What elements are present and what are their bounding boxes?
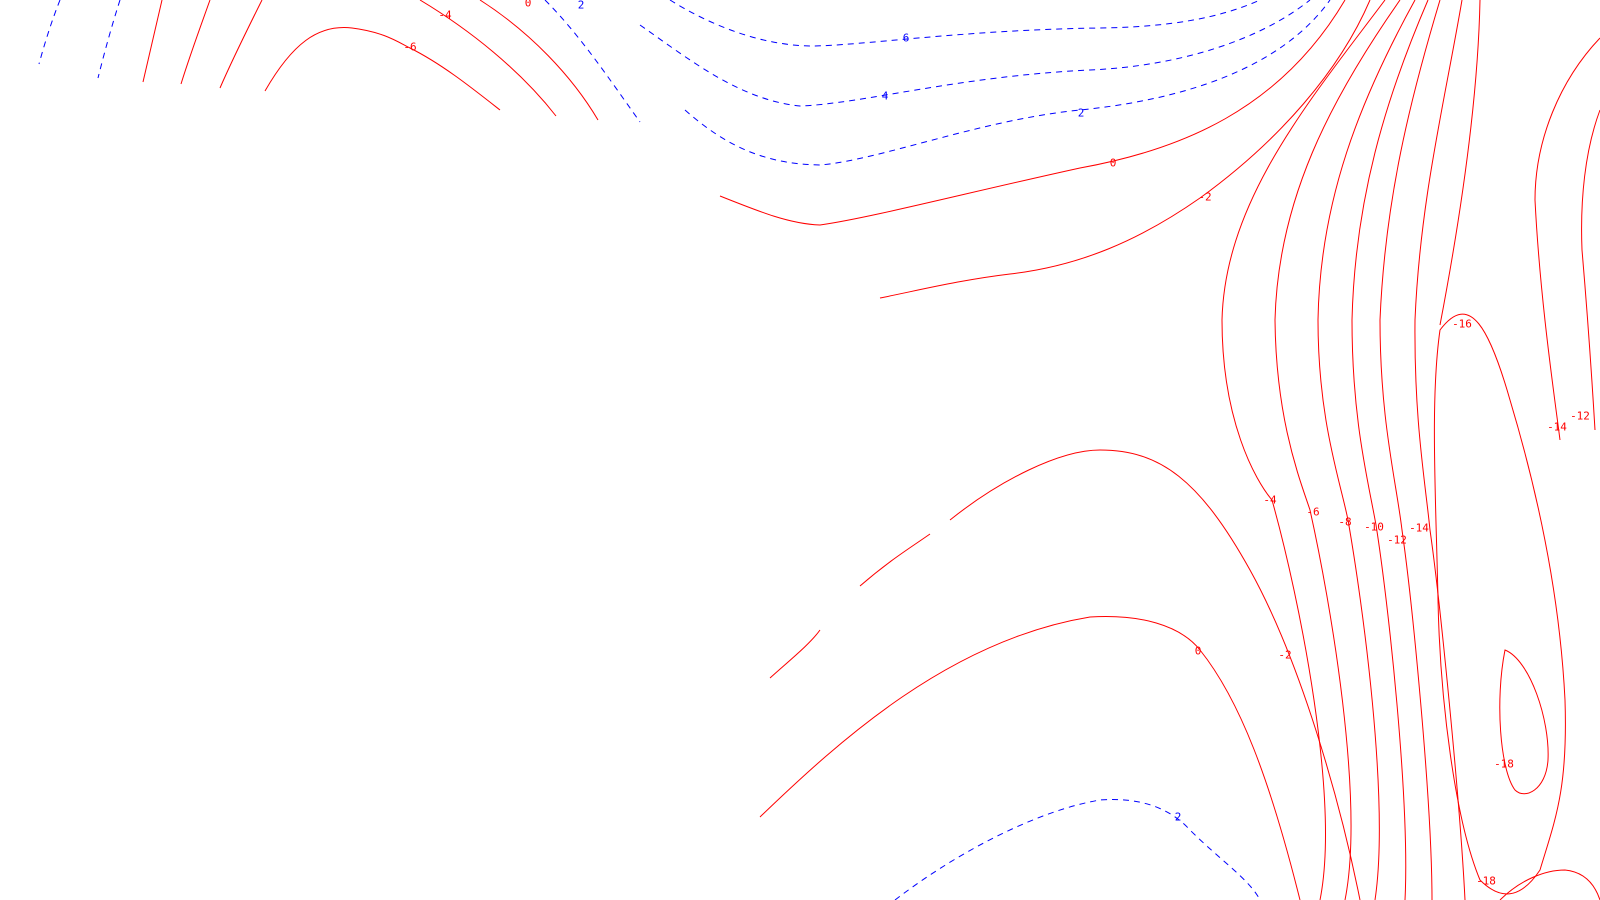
contour-line bbox=[97, 0, 121, 79]
contour-labels: -4 -6 0 2 6 4 2 0 -2 -16 -14 -12 -4 -6 -… bbox=[403, 0, 1590, 888]
contour-line bbox=[639, 0, 1311, 107]
contour-label: 0 bbox=[1195, 645, 1202, 658]
contour-line bbox=[879, 0, 1371, 299]
contour-line bbox=[1439, 0, 1481, 326]
contour-label: -14 bbox=[1547, 421, 1567, 434]
contour-line bbox=[684, 0, 1331, 166]
contour-line bbox=[1351, 0, 1429, 900]
contour-line bbox=[949, 449, 1361, 900]
contour-line bbox=[142, 0, 163, 83]
contour-label: -18 bbox=[1494, 758, 1514, 771]
contour-line bbox=[264, 27, 501, 111]
contour-label: -12 bbox=[1387, 534, 1407, 547]
contour-label: 0 bbox=[525, 0, 532, 10]
contour-line bbox=[544, 0, 641, 123]
contour-line bbox=[38, 0, 61, 65]
contour-line bbox=[759, 616, 1301, 900]
contour-label: -12 bbox=[1570, 410, 1590, 423]
contour-label: -18 bbox=[1476, 875, 1496, 888]
contour-label: 0 bbox=[1110, 157, 1117, 170]
contour-line bbox=[669, 0, 1261, 47]
contour-label: -14 bbox=[1409, 522, 1429, 535]
contour-label: -2 bbox=[1198, 191, 1211, 204]
contour-line bbox=[1379, 0, 1441, 900]
contour-line bbox=[219, 0, 263, 89]
contour-label: -6 bbox=[1306, 506, 1319, 519]
contour-label: 6 bbox=[903, 32, 910, 45]
contour-label: -2 bbox=[1278, 649, 1291, 662]
contour-label: -4 bbox=[1263, 494, 1277, 507]
contour-label: -4 bbox=[438, 9, 452, 22]
contour-label: 2 bbox=[1078, 107, 1085, 120]
contour-label: 4 bbox=[882, 90, 889, 103]
contour-line bbox=[479, 0, 599, 121]
contour-label: -8 bbox=[1338, 516, 1351, 529]
contour-line bbox=[1534, 37, 1600, 441]
contour-line bbox=[1317, 0, 1416, 900]
contour-line bbox=[859, 533, 931, 587]
contour-line bbox=[419, 0, 557, 117]
contour-line bbox=[1414, 0, 1466, 900]
contour-label: -10 bbox=[1364, 521, 1384, 534]
contour-label: 2 bbox=[578, 0, 585, 12]
contour-line bbox=[1499, 649, 1549, 795]
contour-label: -6 bbox=[403, 41, 416, 54]
contour-line bbox=[1499, 869, 1600, 900]
contour-line bbox=[1274, 0, 1401, 900]
contour-line bbox=[1221, 0, 1386, 900]
contour-line bbox=[894, 799, 1261, 900]
contour-line bbox=[1433, 313, 1566, 895]
contour-line bbox=[180, 0, 211, 85]
contour-line bbox=[1581, 109, 1600, 431]
contour-line bbox=[719, 0, 1346, 226]
contour-label: 2 bbox=[1175, 811, 1182, 824]
contour-line bbox=[769, 629, 821, 679]
contour-label: -16 bbox=[1452, 318, 1472, 331]
